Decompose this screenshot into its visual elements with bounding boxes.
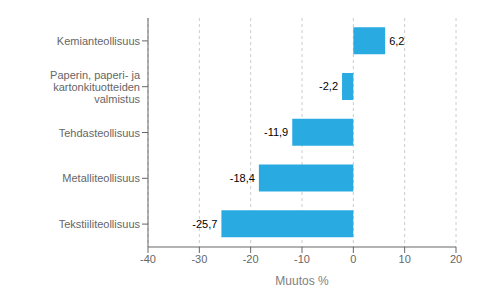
svg-text:-2,2: -2,2 bbox=[319, 80, 338, 92]
svg-text:Muutos %: Muutos % bbox=[275, 274, 329, 288]
svg-text:-11,9: -11,9 bbox=[264, 126, 288, 138]
svg-text:6,2: 6,2 bbox=[389, 35, 404, 47]
svg-text:Metalliteollisuus: Metalliteollisuus bbox=[62, 172, 140, 184]
svg-text:Tekstiiliteollisuus: Tekstiiliteollisuus bbox=[59, 218, 141, 230]
svg-text:Paperin, paperi- jakartonkituo: Paperin, paperi- jakartonkituotteidenval… bbox=[50, 69, 141, 105]
svg-text:-18,4: -18,4 bbox=[230, 172, 255, 184]
svg-text:-10: -10 bbox=[294, 253, 310, 265]
svg-text:Tehdasteollisuus: Tehdasteollisuus bbox=[59, 127, 141, 139]
svg-text:-20: -20 bbox=[243, 253, 259, 265]
svg-text:10: 10 bbox=[399, 253, 411, 265]
svg-text:-25,7: -25,7 bbox=[192, 218, 217, 230]
svg-text:Kemianteollisuus: Kemianteollisuus bbox=[57, 35, 141, 47]
svg-text:-30: -30 bbox=[191, 253, 207, 265]
svg-text:0: 0 bbox=[350, 253, 356, 265]
svg-text:20: 20 bbox=[450, 253, 462, 265]
svg-text:-40: -40 bbox=[140, 253, 156, 265]
